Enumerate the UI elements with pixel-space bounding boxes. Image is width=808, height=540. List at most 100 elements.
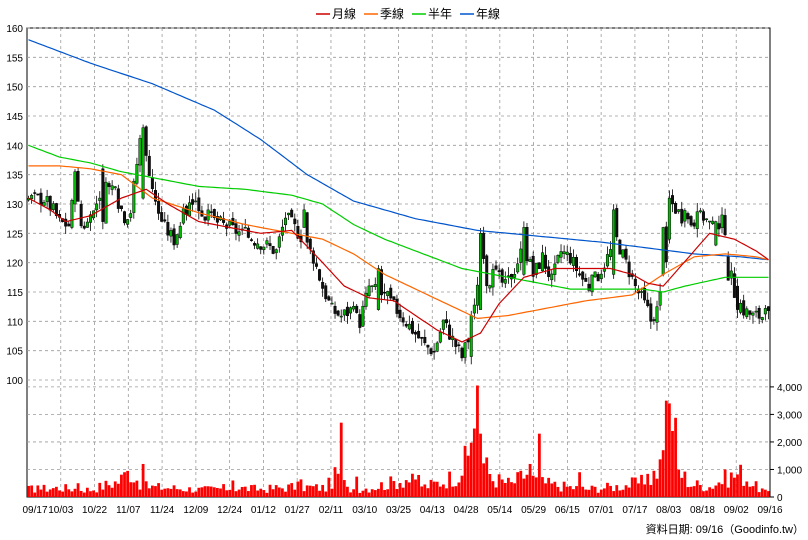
volume-bar <box>271 489 275 497</box>
candle-body <box>438 331 442 343</box>
candle-body <box>618 239 622 255</box>
volume-bar <box>729 472 733 497</box>
candle-body <box>191 199 195 205</box>
volume-bar <box>451 486 455 497</box>
volume-bar <box>472 428 476 497</box>
volume-bar <box>287 484 290 497</box>
candle-body <box>646 299 650 307</box>
volume-bar <box>497 474 501 497</box>
volume-bar <box>55 486 58 497</box>
candle-body <box>705 218 709 221</box>
candle-body <box>556 254 560 263</box>
volume-bar <box>141 463 145 497</box>
volume-bar <box>243 486 247 497</box>
candle-body <box>742 300 746 316</box>
date-tick-label: 08/18 <box>690 505 715 516</box>
candle-body <box>308 238 312 250</box>
volume-bar <box>733 477 736 497</box>
candle-body <box>116 188 120 209</box>
candle-body <box>166 222 170 236</box>
volume-bar <box>457 482 461 497</box>
volume-bar <box>89 491 92 497</box>
candle-body <box>364 292 368 307</box>
candle-body <box>760 317 764 321</box>
candle-body <box>516 263 520 273</box>
price-tick-label: 120 <box>6 259 23 270</box>
candle-body <box>88 214 92 223</box>
price-tick-label: 105 <box>6 347 23 358</box>
date-tick-label: 07/01 <box>589 505 614 516</box>
candle-body <box>494 265 498 270</box>
date-tick-label: 10/03 <box>48 505 73 516</box>
candle-body <box>627 261 631 278</box>
volume-bar <box>216 487 219 497</box>
volume-bar <box>630 477 634 497</box>
volume-bar <box>107 485 111 497</box>
volume-bar <box>680 477 684 497</box>
price-tick-label: 135 <box>6 171 23 182</box>
volume-bar <box>256 490 260 497</box>
candle-body <box>757 308 761 319</box>
candle-body <box>132 180 136 213</box>
candle-body <box>624 248 628 260</box>
legend-label: 半年 <box>428 7 452 21</box>
candle-body <box>70 200 74 228</box>
volume-bar <box>64 484 68 497</box>
volume-bar <box>342 480 346 497</box>
volume-bar <box>596 492 600 497</box>
volume-bar <box>411 473 414 497</box>
candle-body <box>531 255 535 277</box>
volume-bar <box>448 471 451 497</box>
volume-bar <box>82 492 86 497</box>
volume-bar <box>228 489 232 497</box>
volume-bar <box>352 489 356 497</box>
volume-bar <box>61 491 64 497</box>
candle-body <box>82 225 86 229</box>
volume-bar <box>51 488 55 497</box>
candle-body <box>544 254 548 269</box>
volume-bar <box>445 488 448 497</box>
candle-body <box>392 296 396 300</box>
volume-bar <box>315 484 318 497</box>
candle-body <box>249 239 253 241</box>
volume-bar <box>237 489 241 497</box>
candle-body <box>420 336 424 339</box>
candle-body <box>485 255 489 287</box>
volume-bar <box>376 488 380 497</box>
volume-bar <box>203 486 207 497</box>
candle-body <box>401 317 405 323</box>
candle-body <box>172 228 176 246</box>
candle-body <box>175 234 179 245</box>
volume-bar <box>358 492 362 497</box>
volume-bar <box>318 490 321 497</box>
candle-body <box>674 203 678 214</box>
candle-body <box>318 269 322 281</box>
candle-body <box>763 308 767 315</box>
volume-bar <box>259 488 263 497</box>
candle-body <box>429 348 433 354</box>
volume-bar <box>296 481 300 497</box>
volume-bar <box>748 486 752 497</box>
price-tick-label: 160 <box>6 24 23 35</box>
volume-bar <box>36 485 40 497</box>
volume-bar <box>123 472 126 497</box>
volume-bar <box>417 474 421 497</box>
volume-bar <box>547 477 551 497</box>
candle-body <box>609 249 613 257</box>
candle-body <box>417 330 421 339</box>
candle-body <box>395 298 399 314</box>
candle-body <box>581 271 585 280</box>
price-tick-label: 110 <box>7 317 23 328</box>
volume-bar <box>739 464 742 497</box>
candle-body <box>649 303 653 322</box>
volume-bar <box>240 486 244 497</box>
date-tick-label: 12/09 <box>183 505 208 516</box>
volume-bar <box>537 433 541 497</box>
volume-bar <box>469 442 473 497</box>
candle-body <box>720 214 724 228</box>
candle-body <box>138 138 142 166</box>
volume-bar <box>172 485 176 497</box>
volume-bar <box>27 485 30 497</box>
ma-month-line <box>28 188 769 343</box>
volume-bar <box>550 483 554 497</box>
